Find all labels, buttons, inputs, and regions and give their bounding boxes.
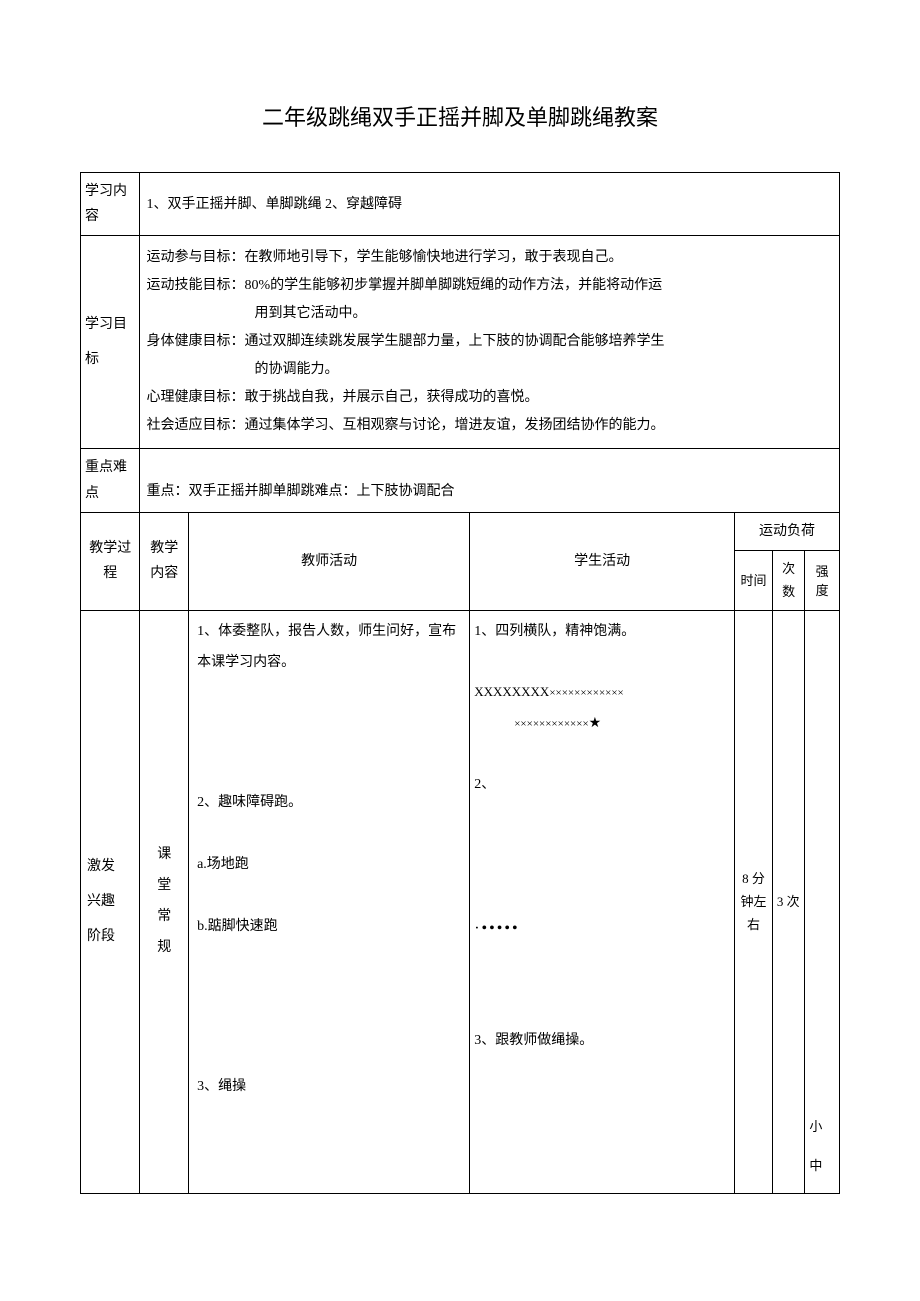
- teacher-item2b: b.踮脚快速跑: [197, 912, 461, 943]
- goal-health-cont: 的协调能力。: [146, 356, 833, 384]
- goal-skill-cont: 用到其它活动中。: [146, 300, 833, 328]
- learning-content-text: 1、双手正摇并脚、单脚跳绳 2、穿越障碍: [140, 173, 840, 236]
- stage1-process: 激发 兴趣 阶段: [81, 610, 140, 1193]
- stage1-intensity: 小 中: [805, 610, 840, 1193]
- teacher-item3: 3、绳操: [197, 1072, 461, 1103]
- header-content: 教学内容: [140, 512, 189, 610]
- dots-formation: ·•••••: [474, 911, 730, 946]
- student-item3: 3、跟教师做绳操。: [474, 1026, 730, 1057]
- header-process: 教学过程: [81, 512, 140, 610]
- lesson-plan-table: 学习内容 1、双手正摇并脚、单脚跳绳 2、穿越障碍 学习目标 运动参与目标：在教…: [80, 172, 840, 1194]
- header-time: 时间: [735, 550, 773, 610]
- header-teacher: 教师活动: [189, 512, 470, 610]
- stage1-student: 1、四列横队，精神饱满。 XXXXXXXX×××××××××××× ××××××…: [470, 610, 735, 1193]
- key-points-label: 重点难点: [81, 449, 140, 512]
- stage1-count: 3 次: [772, 610, 804, 1193]
- goal-participation: 运动参与目标：在教师地引导下，学生能够愉快地进行学习，敢于表现自己。: [146, 244, 833, 272]
- header-count: 次数: [772, 550, 804, 610]
- header-student: 学生活动: [470, 512, 735, 610]
- student-item1: 1、四列横队，精神饱满。: [474, 617, 730, 648]
- document-title: 二年级跳绳双手正摇并脚及单脚跳绳教案: [80, 100, 840, 132]
- learning-content-label: 学习内容: [81, 173, 140, 236]
- key-points-text: 重点：双手正摇并脚单脚跳难点：上下肢协调配合: [140, 449, 840, 512]
- learning-goals-content: 运动参与目标：在教师地引导下，学生能够愉快地进行学习，敢于表现自己。 运动技能目…: [140, 236, 840, 449]
- goal-skill: 运动技能目标：80%的学生能够初步掌握并脚单脚跳短绳的动作方法，并能将动作运: [146, 272, 833, 300]
- teacher-item1: 1、体委整队，报告人数，师生问好，宣布本课学习内容。: [197, 617, 461, 679]
- goal-social: 社会适应目标：通过集体学习、互相观察与讨论，增进友谊，发扬团结协作的能力。: [146, 412, 833, 440]
- student-item2: 2、: [474, 770, 730, 801]
- learning-goals-row: 学习目标 运动参与目标：在教师地引导下，学生能够愉快地进行学习，敢于表现自己。 …: [81, 236, 840, 449]
- formation-line1: XXXXXXXX××××××××××××: [474, 678, 730, 709]
- header-load: 运动负荷: [735, 512, 840, 550]
- goal-mental: 心理健康目标：敢于挑战自我，并展示自己，获得成功的喜悦。: [146, 384, 833, 412]
- goal-health: 身体健康目标：通过双脚连续跳发展学生腿部力量，上下肢的协调配合能够培养学生: [146, 328, 833, 356]
- teacher-item2a: a.场地跑: [197, 850, 461, 881]
- header-intensity: 强度: [805, 550, 840, 610]
- stage1-time: 8 分钟左右: [735, 610, 773, 1193]
- learning-goals-label: 学习目标: [81, 236, 140, 449]
- table-header-row: 教学过程 教学内容 教师活动 学生活动 运动负荷: [81, 512, 840, 550]
- stage1-content: 课 堂 常 规: [140, 610, 189, 1193]
- stage1-row: 激发 兴趣 阶段 课 堂 常 规 1、体委整队，报告人数，师生问好，宣布本课学习…: [81, 610, 840, 1193]
- formation-line2: ××××××××××××★: [474, 709, 730, 740]
- stage1-teacher: 1、体委整队，报告人数，师生问好，宣布本课学习内容。 2、趣味障碍跑。 a.场地…: [189, 610, 470, 1193]
- key-points-row: 重点难点 重点：双手正摇并脚单脚跳难点：上下肢协调配合: [81, 449, 840, 512]
- learning-content-row: 学习内容 1、双手正摇并脚、单脚跳绳 2、穿越障碍: [81, 173, 840, 236]
- teacher-item2: 2、趣味障碍跑。: [197, 788, 461, 819]
